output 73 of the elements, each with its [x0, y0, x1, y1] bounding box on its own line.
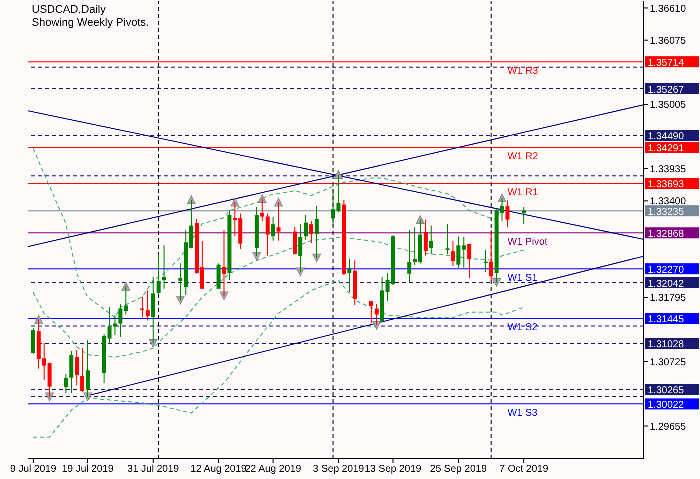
ref-line-label: 1.30265	[648, 386, 685, 397]
x-tick-label: 3 Sep 2019	[313, 464, 365, 476]
y-tick-label: 1.31795	[650, 293, 687, 304]
x-tick-label: 9 Jul 2019	[10, 464, 57, 476]
candlestick	[468, 243, 472, 279]
candlestick	[408, 230, 412, 283]
candlestick	[151, 276, 156, 344]
candlestick	[429, 225, 434, 256]
ref-line-label: 1.33693	[648, 180, 685, 191]
ref-line-label: 1.31028	[648, 340, 685, 351]
candlestick	[156, 254, 161, 294]
candlestick	[113, 314, 118, 336]
candlestick	[86, 340, 90, 398]
candlestick	[309, 220, 314, 244]
annotation: W1 R1	[508, 188, 539, 199]
candlestick	[146, 290, 150, 322]
y-tick-label: 1.30725	[650, 357, 687, 368]
x-tick-label: 31 Jul 2019	[128, 464, 180, 476]
candlestick	[348, 258, 352, 294]
candlestick	[70, 350, 74, 394]
candlestick	[266, 213, 270, 256]
annotation: W1 S1	[508, 273, 538, 284]
candlestick	[424, 219, 428, 256]
line-series	[32, 280, 525, 438]
ref-line-label: 1.35714	[648, 58, 685, 70]
candlestick	[31, 328, 36, 355]
candlestick	[260, 198, 264, 222]
x-tick-label: 22 Aug 2019	[245, 464, 302, 476]
candlestick	[162, 245, 166, 290]
candlestick	[140, 296, 144, 318]
candlestick	[64, 374, 68, 394]
ref-line-label: 1.34291	[648, 144, 685, 155]
x-tick-label: 12 Aug 2019	[190, 464, 248, 476]
annotation: W1 S3	[508, 408, 538, 420]
candlestick	[293, 226, 298, 256]
x-tick-label: 25 Sep 2019	[430, 464, 488, 476]
y-tick-label: 1.35005	[650, 100, 687, 112]
annotation: W1 R3	[508, 66, 539, 78]
ref-line-label: 1.30022	[648, 400, 685, 412]
y-tick-label: 1.36075	[650, 36, 687, 47]
y-tick-label: 1.33935	[650, 164, 687, 176]
candlestick	[374, 303, 379, 326]
y-tick-label: 1.36610	[650, 4, 687, 15]
candlestick	[446, 223, 450, 256]
y-tick-label: 1.29655	[650, 422, 687, 433]
annotation: W1 R2	[508, 152, 539, 163]
ref-line-label: 1.34490	[648, 132, 685, 143]
ref-line-label: 1.32042	[648, 278, 685, 290]
ref-line-label: 1.33235	[648, 207, 685, 218]
candlestick	[271, 216, 276, 242]
ref-line-label: 1.31445	[648, 314, 685, 326]
ref-line-label: 1.32868	[648, 229, 685, 240]
candlestick	[369, 300, 374, 324]
text: Showing Weekly Pivots.	[32, 17, 150, 30]
x-tick-label: 7 Oct 2019	[500, 464, 549, 476]
line-series	[32, 237, 525, 358]
chart-title: USDCAD,Daily	[32, 4, 107, 17]
x-tick-label: 13 Sep 2019	[364, 464, 422, 476]
x-tick-label: 19 Jul 2019	[62, 464, 114, 476]
annotation: W1 Pivot	[508, 237, 548, 248]
y-tick-label: 1.33400	[650, 196, 687, 208]
candlestick	[489, 230, 494, 282]
candlestick	[276, 202, 281, 242]
candlestick	[304, 214, 308, 241]
candlestick	[451, 240, 456, 267]
candlestick	[222, 230, 226, 297]
candlestick	[298, 224, 303, 273]
candlestick	[75, 350, 80, 386]
candlestick	[506, 200, 510, 228]
ref-line-label: 1.32270	[648, 265, 685, 276]
candlestick	[80, 348, 85, 393]
ref-line-label: 1.35267	[648, 84, 685, 96]
candlestick	[314, 205, 319, 259]
